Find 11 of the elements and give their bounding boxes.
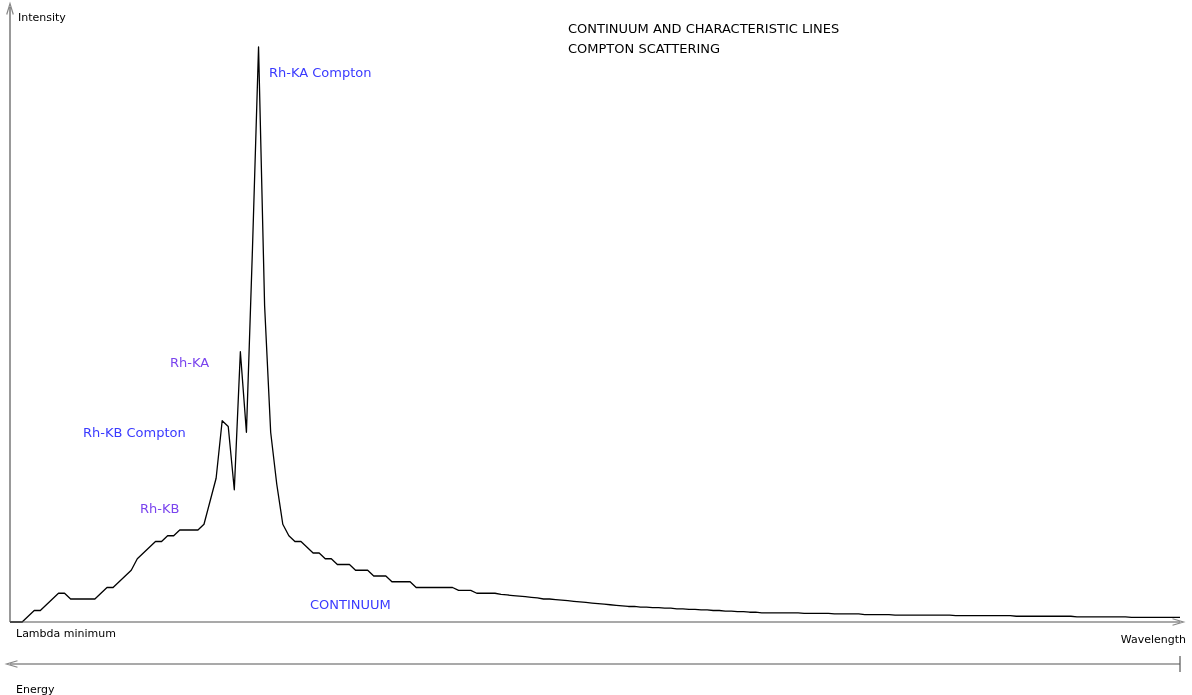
- chart-subtitle: COMPTON SCATTERING: [568, 41, 721, 56]
- x-axis-title: Wavelength: [1120, 633, 1187, 646]
- text: Lambda minimum: [16, 627, 116, 640]
- text: Energy: [16, 683, 55, 695]
- annotation: Rh-KA: [170, 355, 210, 370]
- y-axis-title: Intensity: [18, 11, 67, 24]
- annotation: Rh-KB: [140, 501, 180, 516]
- annotation: CONTINUUM: [310, 597, 391, 612]
- chart-title: CONTINUUM AND CHARACTERISTIC LINES: [568, 21, 840, 36]
- annotation: Rh-KB Compton: [83, 425, 186, 440]
- annotation: Rh-KA Compton: [269, 65, 372, 80]
